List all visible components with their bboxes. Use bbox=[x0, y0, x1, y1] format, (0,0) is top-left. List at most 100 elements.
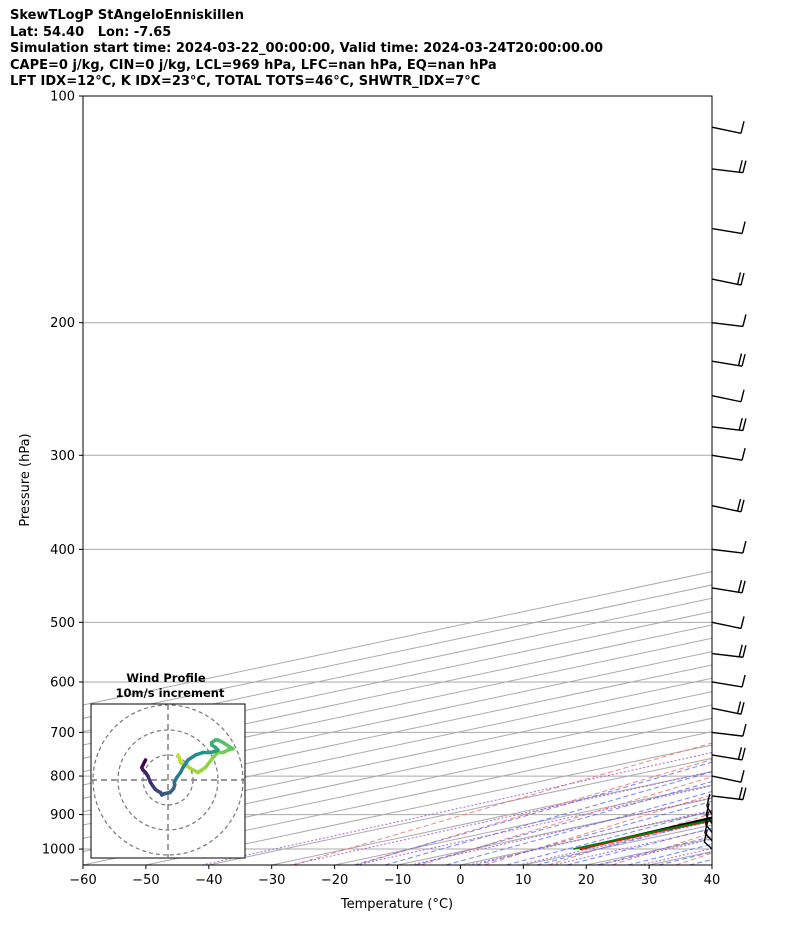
isotherm bbox=[83, 664, 712, 799]
barb-flag bbox=[736, 272, 742, 285]
barb-flag bbox=[740, 121, 745, 134]
wind-barb bbox=[704, 820, 713, 842]
barb-flag bbox=[706, 794, 711, 807]
barb-flag bbox=[742, 787, 747, 800]
barb-flag bbox=[736, 498, 742, 512]
dry-adiabat bbox=[293, 742, 712, 865]
wind-barb bbox=[711, 674, 746, 688]
y-tick-label: 900 bbox=[50, 808, 75, 823]
hodograph-segment bbox=[203, 755, 215, 770]
wind-barb bbox=[711, 723, 747, 737]
barb-shaft bbox=[705, 814, 713, 824]
wind-barb bbox=[711, 389, 745, 403]
x-tick-label: 40 bbox=[704, 873, 721, 888]
parcel-profile-line bbox=[579, 816, 712, 851]
y-tick-label: 200 bbox=[50, 316, 75, 331]
axes: −60 −50 −40 −30 −20 −10 0 10 20 30 40 1000 900 800 700… bbox=[42, 90, 720, 889]
wind-barb bbox=[711, 272, 745, 286]
indices-line-1: CAPE=0 j/kg, CIN=0 j/kg, LCL=969 hPa, LF… bbox=[10, 57, 497, 73]
barb-shaft bbox=[711, 394, 742, 403]
barb-shaft bbox=[711, 168, 743, 174]
barb-flag bbox=[738, 644, 743, 657]
moist-adiabat bbox=[536, 819, 712, 865]
dry-adiabat bbox=[356, 759, 712, 865]
barb-flag bbox=[703, 829, 708, 842]
x-axis-label: Temperature (°C) bbox=[340, 897, 453, 912]
x-tick-label: −50 bbox=[132, 873, 159, 888]
y-tick-label: 300 bbox=[50, 449, 75, 464]
wind-barb bbox=[711, 701, 745, 715]
x-tick-label: 30 bbox=[641, 873, 658, 888]
barb-shaft bbox=[711, 227, 743, 235]
hodograph-segment bbox=[142, 758, 148, 765]
barb-flag bbox=[704, 820, 709, 834]
barb-shaft bbox=[706, 805, 713, 815]
wind-barb bbox=[711, 314, 747, 328]
barb-flag bbox=[737, 353, 743, 366]
wind-barb bbox=[711, 160, 747, 174]
barb-flag bbox=[741, 747, 746, 761]
time-line: Simulation start time: 2024-03-22_00:00:… bbox=[10, 41, 603, 56]
barb-flag bbox=[742, 723, 747, 737]
barb-flag bbox=[740, 499, 745, 512]
isotherm bbox=[83, 691, 712, 826]
barb-shaft bbox=[711, 775, 742, 783]
chart-header: SkewTLogP StAngeloEnniskillen Lat: 54.40 … bbox=[10, 8, 603, 91]
x-tick-label: 0 bbox=[456, 873, 464, 888]
dry-adiabats bbox=[293, 88, 794, 865]
barb-shaft bbox=[711, 707, 742, 715]
barb-flag bbox=[741, 353, 746, 367]
hodograph-title: Wind Profile bbox=[126, 671, 206, 685]
isotherm bbox=[83, 677, 712, 813]
profile-lines bbox=[573, 816, 712, 851]
hodograph-subtitle: 10m/s increment bbox=[116, 686, 225, 700]
wind-barb bbox=[703, 829, 713, 850]
barb-flag bbox=[740, 272, 745, 286]
barb-shaft bbox=[704, 832, 713, 842]
wind-barb bbox=[711, 540, 747, 554]
barb-flag bbox=[741, 448, 746, 461]
isotherm bbox=[83, 717, 712, 853]
moist-adiabat bbox=[476, 800, 712, 865]
wind-barb bbox=[705, 803, 713, 824]
wind-barb bbox=[711, 121, 745, 134]
barb-flag bbox=[742, 645, 747, 658]
wind-barb bbox=[711, 221, 746, 235]
mixing-ratio-line bbox=[410, 797, 712, 865]
mixing-ratio-line bbox=[518, 820, 712, 865]
barb-flag bbox=[737, 747, 743, 760]
dry-adiabat bbox=[740, 88, 794, 865]
dry-adiabat bbox=[611, 832, 712, 865]
barb-shaft bbox=[711, 505, 742, 513]
barb-shaft bbox=[711, 454, 743, 461]
barb-flag bbox=[742, 160, 747, 173]
barb-flag bbox=[740, 769, 745, 783]
wind-barb bbox=[711, 580, 746, 594]
moist-adiabat bbox=[658, 851, 712, 865]
moist-adiabats bbox=[353, 96, 794, 865]
barb-shaft bbox=[711, 681, 743, 688]
wind-barb bbox=[704, 812, 713, 833]
isotherm bbox=[648, 851, 712, 865]
wind-barb bbox=[711, 747, 746, 761]
x-tick-label: −30 bbox=[258, 873, 285, 888]
barb-flag bbox=[704, 812, 710, 825]
dewpoint-line bbox=[573, 818, 712, 850]
y-tick-label: 700 bbox=[50, 726, 75, 741]
barb-flag bbox=[705, 803, 710, 816]
isotherm bbox=[83, 637, 712, 773]
wind-barb bbox=[711, 448, 746, 461]
dry-adiabat bbox=[548, 812, 712, 865]
y-tick-label: 800 bbox=[50, 770, 75, 785]
barb-shaft bbox=[711, 587, 743, 594]
moist-adiabat bbox=[720, 96, 794, 865]
cape-shading bbox=[579, 817, 712, 849]
isotherm bbox=[83, 704, 712, 839]
isotherm bbox=[397, 797, 712, 865]
moist-adiabat bbox=[566, 827, 712, 865]
barb-flag bbox=[738, 417, 743, 431]
barb-shaft bbox=[711, 652, 743, 658]
barb-flag bbox=[742, 540, 747, 554]
wind-barb bbox=[711, 417, 747, 432]
y-tick-label: 1000 bbox=[42, 843, 75, 858]
